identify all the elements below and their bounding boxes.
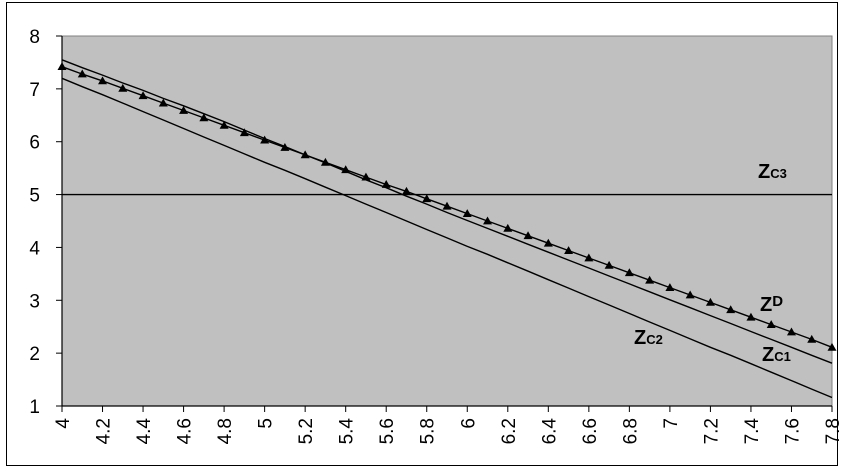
data-point-zd [280,143,290,151]
series-line-zc2 [61,77,833,399]
series-line-zc1 [61,59,833,364]
x-tick-label: 4.4 [134,418,155,445]
series-lines [61,59,833,399]
series-label-sub: C3 [770,166,787,181]
data-point-zd [766,320,776,328]
data-point-zd [341,165,351,174]
data-point-zd [645,275,655,284]
x-tick-label: 7.8 [823,418,844,444]
y-tick-label: 2 [29,344,40,365]
x-tick-label: 6.4 [539,418,560,445]
data-point-zd [685,290,695,299]
series-label-main: Z [634,327,646,349]
data-point-zd [219,120,229,129]
series-label-main: Z [758,161,770,183]
data-point-zd [442,201,452,210]
x-tick-label: 7.6 [782,418,803,444]
series-label-zc2: ZC2 [634,327,663,349]
y-tick-label: 1 [29,397,40,418]
data-point-zd [422,194,432,203]
series-label-sub: C2 [646,332,663,347]
x-tick-label: 4 [53,418,74,429]
series-label-zc3: ZC3 [758,161,787,183]
data-point-zd [503,223,513,232]
x-tick-label: 5.6 [377,418,398,444]
series-label-zd: ZD [760,293,783,316]
data-point-zd [665,283,675,291]
data-point-zd [158,98,168,107]
y-tick-label: 8 [29,27,40,48]
series-label-main: Z [762,344,774,366]
data-point-zd [543,238,553,247]
y-tick-label: 6 [29,133,40,154]
x-tick-label: 5.8 [418,418,439,444]
data-point-zd [462,209,472,217]
y-tick-label: 4 [29,238,40,259]
data-point-zd [746,312,756,321]
data-point-zd [827,342,837,351]
data-point-zd [584,253,594,262]
series-label-zc1: ZC1 [762,344,791,366]
x-tick-label: 7.4 [742,418,763,445]
x-tick-label: 6.8 [620,418,641,444]
data-point-zd [604,260,614,269]
series-markers [57,62,837,351]
data-point-zd [138,91,148,100]
data-point-zd [361,172,371,181]
data-point-zd [705,297,715,306]
y-axis: 1 2 3 4 5 6 7 8 [29,27,63,418]
x-tick-label: 4.8 [215,418,236,444]
plot-area [61,35,833,407]
series-label-main: Z [760,294,772,316]
y-tick-label: 3 [29,291,40,312]
data-point-zd [523,231,533,240]
x-tick-label: 7.2 [701,418,722,444]
data-point-zd [239,128,249,137]
data-point-zd [118,83,128,92]
x-tick-label: 6.6 [580,418,601,444]
x-tick-label: 6.2 [499,418,520,444]
data-point-zd [98,76,108,85]
data-point-zd [786,327,796,336]
data-point-zd [260,135,270,144]
data-point-zd [57,62,67,71]
y-tick-label: 5 [29,186,40,207]
data-point-zd [199,113,209,122]
x-tick-label: 6 [458,418,479,429]
series-label-sub: D [772,293,783,310]
x-tick-label: 5.2 [296,418,317,444]
data-point-zd [320,157,330,166]
chart-frame [6,2,838,466]
data-point-zd [807,334,817,343]
data-point-zd [624,268,634,277]
x-tick-label: 4.2 [94,418,115,444]
data-point-zd [179,106,189,114]
data-point-zd [300,150,310,159]
x-tick-label: 5.4 [337,418,358,445]
x-tick-label: 4.6 [175,418,196,444]
data-point-zd [77,69,87,78]
series-label-sub: C1 [774,349,791,364]
x-axis: 4 4.2 4.4 4.6 4.8 5 5.2 5.4 5.6 5.8 6 6.2 6.4 6.6 6.8 7… [53,405,844,445]
data-point-zd [726,305,736,314]
data-point-zd [401,186,411,195]
data-point-zd [381,180,391,188]
data-point-zd [564,246,574,254]
y-tick-label: 7 [29,80,40,101]
data-point-zd [483,216,493,225]
x-tick-label: 5 [256,418,277,429]
x-tick-label: 7 [661,418,682,429]
